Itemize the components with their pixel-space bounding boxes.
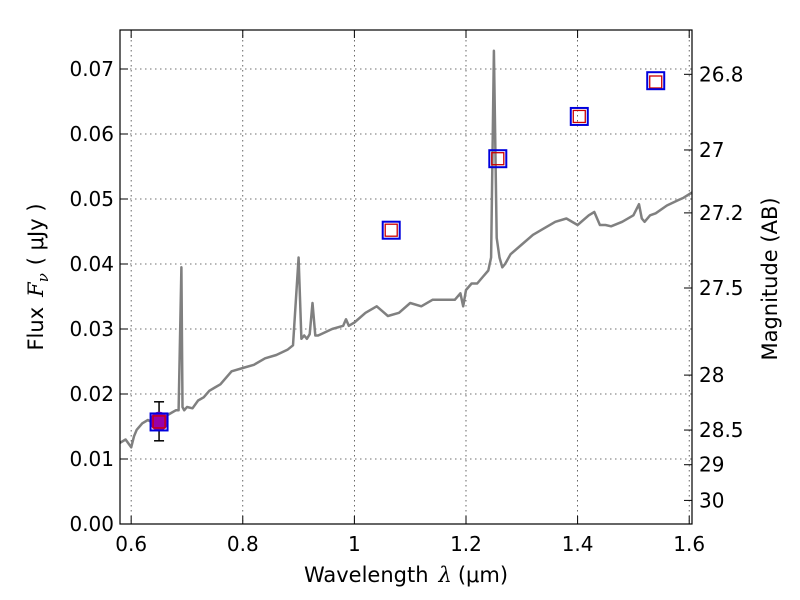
x-tick-label: 0.6: [115, 532, 147, 556]
y-tick-label: 0.00: [69, 512, 114, 536]
observed-photometry-marker: [569, 106, 589, 126]
y-tick-label: 0.07: [69, 57, 114, 81]
y-tick-label: 0.03: [69, 317, 114, 341]
y-axis-title: Flux Fν ( μJy ): [24, 203, 52, 350]
y2-tick-label: 28.5: [699, 418, 744, 442]
y-tick-label: 0.01: [69, 447, 114, 471]
y-tick-label: 0.04: [69, 252, 114, 276]
model-photometry-marker: [572, 109, 586, 124]
model-photometry-marker: [649, 75, 663, 89]
y2-tick-label: 27.5: [699, 276, 744, 300]
model-photometry-marker: [491, 152, 505, 166]
plot-area: [120, 49, 692, 449]
y2-tick-label: 28: [699, 363, 724, 387]
x-axis-title: Wavelength λ (μm): [304, 563, 508, 587]
plot-frame: [119, 29, 693, 525]
observed-photometry-marker: [149, 412, 169, 432]
ticks: [120, 30, 692, 525]
x-axis-unit: (μm): [458, 563, 508, 587]
y-axis-label: Flux: [24, 307, 48, 351]
y2-axis-title: Magnitude (AB): [758, 197, 782, 360]
observed-photometry-marker: [646, 71, 666, 91]
x-axis-label: Wavelength: [304, 563, 429, 587]
y2-tick-label: 29: [699, 453, 724, 477]
y-tick-label: 0.06: [69, 122, 114, 146]
y-axis-unit: ( μJy ): [24, 203, 48, 265]
x-tick-label: 0.8: [227, 532, 259, 556]
x-axis-symbol: λ: [438, 563, 452, 587]
tick-labels: 0.6 0.8 1 1.2 1.4 1.6 0.00 0.01 0.02 0.03 0.04 0.05…: [69, 57, 743, 556]
y2-tick-label: 30: [699, 488, 724, 512]
observed-photometry-marker: [488, 149, 508, 169]
x-tick-label: 1.2: [450, 532, 482, 556]
observed-photometry-marker: [381, 220, 401, 240]
spectrum-line: [120, 49, 692, 449]
y-tick-label: 0.05: [69, 187, 114, 211]
x-tick-label: 1.4: [562, 532, 594, 556]
y2-tick-label: 27.2: [699, 201, 744, 225]
x-tick-label: 1: [348, 532, 361, 556]
model-photometry-marker: [384, 223, 398, 237]
y-axis-subscript: ν: [34, 273, 52, 282]
x-tick-label: 1.6: [673, 532, 705, 556]
y-axis-symbol: F: [24, 281, 48, 298]
y2-tick-label: 27: [699, 138, 724, 162]
y2-tick-label: 26.8: [699, 62, 744, 86]
model-photometry-marker: [152, 415, 166, 429]
y-tick-label: 0.02: [69, 382, 114, 406]
